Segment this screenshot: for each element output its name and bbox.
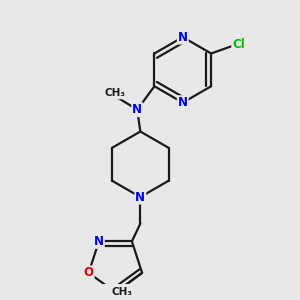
Text: N: N [178,31,188,44]
Text: N: N [178,96,188,109]
Text: CH₃: CH₃ [105,88,126,98]
Text: Cl: Cl [232,38,245,51]
Text: N: N [110,286,120,299]
Text: O: O [84,266,94,279]
Text: N: N [132,103,142,116]
Text: CH₃: CH₃ [111,286,132,297]
Text: N: N [94,235,104,248]
Text: N: N [135,190,145,204]
